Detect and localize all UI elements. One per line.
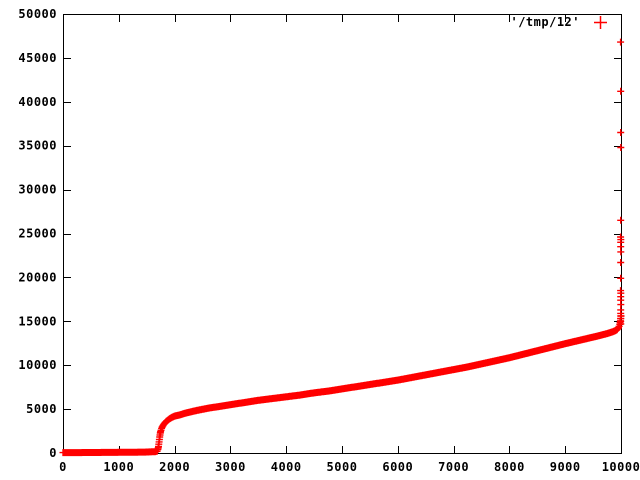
- y-tick-label: 15000: [18, 314, 57, 328]
- y-tick-label: 0: [49, 446, 57, 460]
- x-tick-label: 10000: [602, 460, 640, 474]
- x-tick-label: 2000: [159, 460, 190, 474]
- legend-series-label: '/tmp/12': [510, 15, 580, 29]
- y-tick-label: 30000: [18, 183, 57, 197]
- plus-marker-icon: [594, 15, 607, 29]
- legend: '/tmp/12': [430, 14, 608, 30]
- series-points: [59, 312, 625, 457]
- y-tick-label: 25000: [18, 227, 57, 241]
- y-tick-label: 5000: [26, 402, 57, 416]
- y-tick-label: 50000: [18, 7, 57, 21]
- y-tick-label: 45000: [18, 51, 57, 65]
- x-tick-label: 3000: [215, 460, 246, 474]
- x-tick-label: 4000: [271, 460, 302, 474]
- x-axis-labels: 0 1000 2000 3000 4000 5000 6000 7000 8000 9000 100…: [59, 460, 640, 474]
- outlier-points: [617, 38, 625, 328]
- y-tick-label: 20000: [18, 270, 57, 284]
- plot-border: [63, 14, 622, 454]
- y-tick-label: 10000: [18, 358, 57, 372]
- x-tick-label: 7000: [438, 460, 469, 474]
- y-axis-labels: 0 5000 10000 15000 20000 25000 30000 35000 40000…: [18, 7, 57, 460]
- x-tick-label: 1000: [103, 460, 134, 474]
- x-tick-label: 9000: [550, 460, 581, 474]
- x-tick-label: 8000: [494, 460, 525, 474]
- y-tick-label: 35000: [18, 139, 57, 153]
- x-tick-label: 5000: [327, 460, 358, 474]
- x-tick-label: 6000: [382, 460, 413, 474]
- y-tick-label: 40000: [18, 95, 57, 109]
- x-tick-label: 0: [59, 460, 67, 474]
